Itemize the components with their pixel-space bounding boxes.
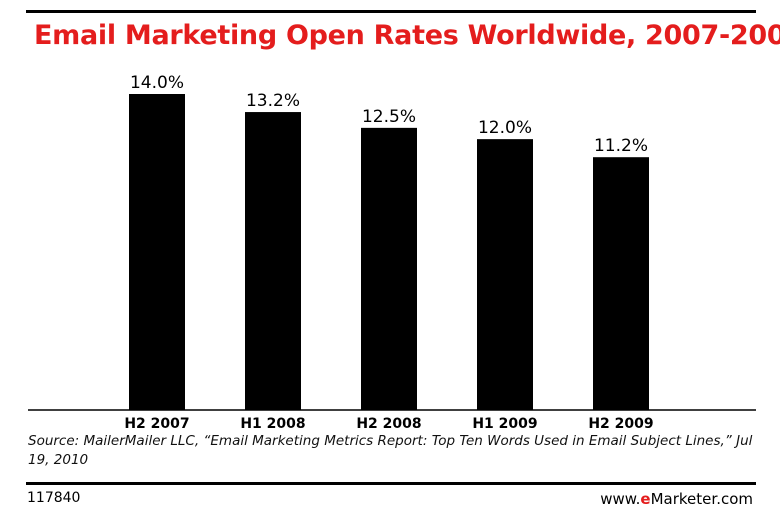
data-label: 11.2%	[594, 136, 648, 156]
source-note: Source: MailerMailer LLC, “Email Marketi…	[28, 433, 753, 468]
data-label: 13.2%	[246, 91, 300, 111]
bar-h1-2009	[477, 139, 533, 410]
bars-group	[129, 94, 649, 411]
bar-h1-2008	[245, 112, 301, 411]
category-label: H2 2007	[124, 416, 189, 430]
brand-suffix: Marketer.com	[650, 490, 753, 508]
bar-chart: 14.0% 13.2% 12.5% 12.0% 11.2% H2 2007 H1 2008…	[28, 73, 756, 430]
bar-h2-2007	[129, 94, 185, 410]
footer-rule	[26, 482, 756, 485]
brand-accent: e	[640, 490, 651, 508]
data-labels-group: 14.0% 13.2% 12.5% 12.0% 11.2%	[130, 73, 648, 156]
category-label: H2 2008	[356, 416, 421, 430]
data-label: 14.0%	[130, 73, 184, 93]
brand-link[interactable]: www.eMarketer.com	[600, 490, 753, 508]
category-label: H1 2009	[472, 416, 537, 430]
title-top-rule	[26, 10, 756, 13]
brand-prefix: www.	[600, 490, 641, 508]
chart-id: 117840	[27, 490, 81, 506]
data-label: 12.5%	[362, 107, 416, 127]
chart-title: Email Marketing Open Rates Worldwide, 20…	[34, 20, 780, 51]
category-label: H1 2008	[240, 416, 305, 430]
bar-h2-2009	[593, 157, 649, 410]
category-label: H2 2009	[588, 416, 653, 430]
bar-h2-2008	[361, 127, 417, 410]
category-labels-group: H2 2007 H1 2008 H2 2008 H1 2009 H2 2009	[124, 416, 653, 430]
data-label: 12.0%	[478, 118, 532, 138]
